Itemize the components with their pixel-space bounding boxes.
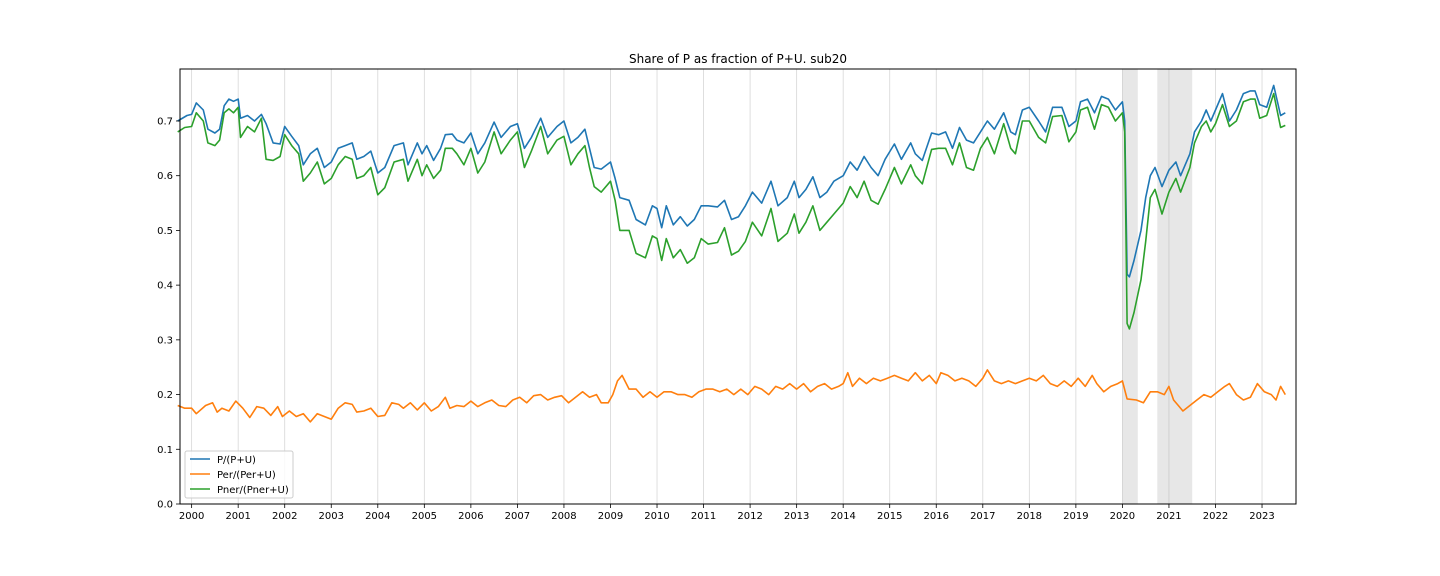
y-axis: 0.0 0.1 0.2 0.3 0.4 0.5 0.6 0.7: [157, 116, 180, 511]
x-tick-label-2019: 2019: [1063, 511, 1088, 522]
legend: P/(P+U) Per/(Per+U) Pner/(Pner+U): [184, 450, 294, 499]
x-tick-label-2013: 2013: [784, 511, 809, 522]
x-tick-label-2000: 2000: [179, 511, 204, 522]
legend-label-pner: Pner/(Pner+U): [217, 485, 289, 496]
x-tick-label-2009: 2009: [598, 511, 623, 522]
x-gridlines: [191, 69, 1263, 504]
x-tick-label-2016: 2016: [924, 511, 949, 522]
series-line-pner-over-pner-plus-u: [177, 92, 1286, 330]
x-tick-label-2003: 2003: [319, 511, 344, 522]
x-tick-label-2010: 2010: [644, 511, 669, 522]
x-tick-label-2015: 2015: [877, 511, 902, 522]
x-tick-label-2007: 2007: [505, 511, 530, 522]
x-tick-label-2018: 2018: [1017, 511, 1042, 522]
y-tick-label-5: 0.5: [157, 226, 173, 237]
shaded-span-1: [1157, 69, 1193, 504]
y-tick-label-2: 0.2: [157, 390, 173, 401]
x-tick-label-2012: 2012: [737, 511, 762, 522]
legend-label-p: P/(P+U): [217, 455, 256, 466]
x-tick-label-2006: 2006: [458, 511, 483, 522]
x-tick-label-2020: 2020: [1110, 511, 1135, 522]
x-tick-label-2014: 2014: [830, 511, 855, 522]
y-tick-label-7: 0.7: [157, 116, 173, 127]
x-tick-label-2023: 2023: [1249, 511, 1274, 522]
chart-title: Share of P as fraction of P+U. sub20: [629, 52, 847, 66]
x-tick-label-2022: 2022: [1203, 511, 1228, 522]
series-lines: [177, 84, 1286, 423]
y-tick-label-6: 0.6: [157, 171, 173, 182]
series-line-per-over-per-plus-u: [177, 369, 1286, 423]
legend-label-per: Per/(Per+U): [217, 470, 276, 481]
x-tick-label-2011: 2011: [691, 511, 716, 522]
x-tick-label-2002: 2002: [272, 511, 297, 522]
x-tick-label-2001: 2001: [225, 511, 250, 522]
y-tick-label-3: 0.3: [157, 335, 173, 346]
x-tick-label-2017: 2017: [970, 511, 995, 522]
y-tick-label-1: 0.1: [157, 445, 173, 456]
plot-frame: [179, 68, 1297, 505]
x-tick-label-2021: 2021: [1156, 511, 1181, 522]
x-tick-label-2004: 2004: [365, 511, 390, 522]
y-tick-label-4: 0.4: [157, 281, 173, 292]
x-tick-label-2008: 2008: [551, 511, 576, 522]
x-tick-label-2005: 2005: [412, 511, 437, 522]
legend-box: [184, 450, 294, 499]
y-tick-label-0: 0.0: [157, 500, 173, 511]
x-axis: 2000 2001 2002 2003 2004 2005 2006 2007 2008 2009…: [179, 504, 1275, 522]
shaded-spans: [1122, 69, 1193, 504]
